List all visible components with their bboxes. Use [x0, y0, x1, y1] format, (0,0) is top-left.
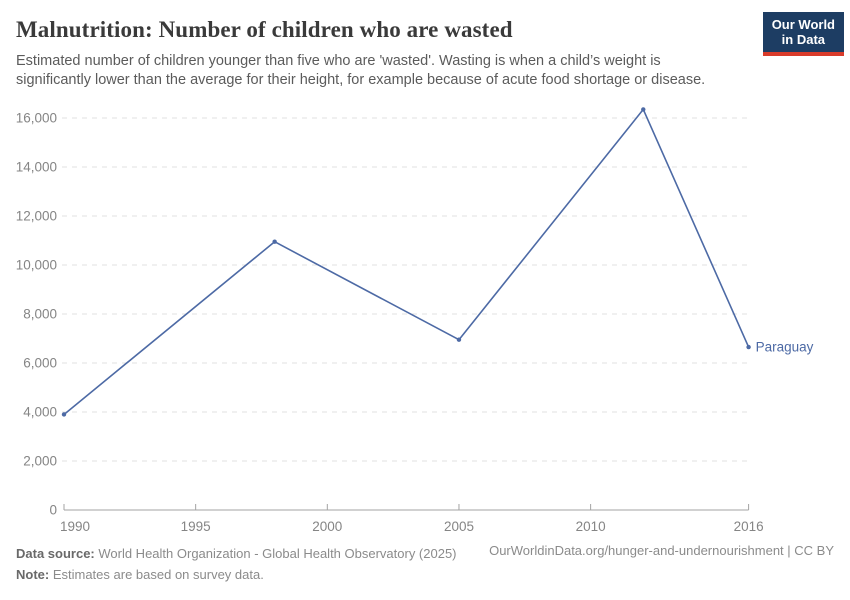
series-end-label[interactable]: Paraguay: [756, 340, 814, 355]
y-axis-label: 4,000: [23, 405, 57, 420]
x-axis-label: 2000: [312, 519, 342, 534]
x-axis-label: 2010: [576, 519, 606, 534]
chart-header: Malnutrition: Number of children who are…: [0, 0, 850, 91]
y-axis-label: 14,000: [16, 160, 57, 175]
y-axis-label: 12,000: [16, 209, 57, 224]
data-source-label: Data source:: [16, 546, 95, 561]
y-axis-label: 2,000: [23, 454, 57, 469]
note-label: Note:: [16, 567, 50, 583]
y-axis-label: 16,000: [16, 111, 57, 126]
y-axis-label: 0: [49, 503, 57, 518]
owid-logo-line2: in Data: [781, 32, 826, 48]
chart-footer: Data source: World Health Organization -…: [16, 543, 834, 585]
data-point[interactable]: [641, 107, 646, 112]
owid-logo-line1: Our World: [771, 17, 835, 32]
y-axis-label: 8,000: [23, 307, 57, 322]
note-text: Estimates are based on survey data.: [49, 567, 264, 583]
x-axis-label: 1990: [60, 519, 90, 534]
footer-left: Data source: World Health Organization -…: [16, 543, 457, 585]
footer-link[interactable]: OurWorldinData.org/hunger-and-undernouri…: [489, 543, 834, 558]
chart-svg[interactable]: 0 2,000 4,000 6,000 8,000 10,000 12,000 14,000 1…: [0, 95, 850, 535]
data-point[interactable]: [456, 337, 462, 342]
data-source-line: Data source: World Health Organization -…: [16, 543, 457, 564]
x-axis-label: 1995: [181, 519, 211, 534]
line-chart-canvas[interactable]: 0 2,000 4,000 6,000 8,000 10,000 12,000 14,000 1…: [0, 95, 850, 535]
y-axis-label: 10,000: [16, 258, 57, 273]
x-axis-label: 2005: [444, 519, 474, 534]
chart-subtitle: Estimated number of children younger tha…: [16, 53, 706, 89]
owid-logo[interactable]: Our World in Data: [762, 12, 844, 56]
data-point[interactable]: [272, 239, 277, 244]
note-line: Note: Estimates are based on survey data…: [16, 564, 457, 585]
data-point[interactable]: [61, 412, 67, 417]
y-axis-label: 6,000: [23, 356, 57, 371]
x-axis-label: 2016: [734, 519, 764, 534]
page-title: Malnutrition: Number of children who are…: [16, 17, 513, 42]
series-line[interactable]: [63, 108, 750, 416]
data-source-text: World Health Organization - Global Healt…: [94, 546, 457, 561]
data-point[interactable]: [746, 344, 751, 350]
